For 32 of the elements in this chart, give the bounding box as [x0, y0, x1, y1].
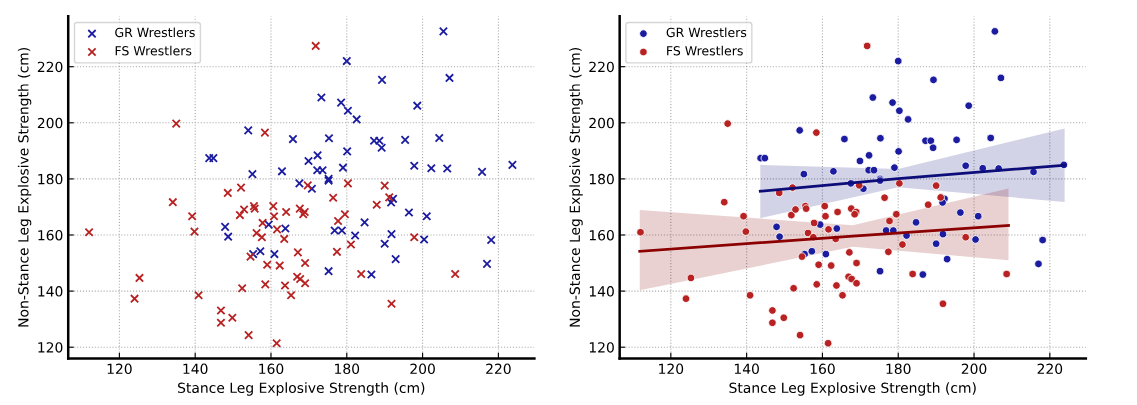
legend-label: FS Wrestlers — [667, 45, 743, 56]
x-tick-label: 220 — [1037, 363, 1063, 375]
y-tick-label: 160 — [38, 229, 63, 241]
x-tick-label: 120 — [107, 363, 132, 375]
x-tick-label: 200 — [410, 363, 435, 375]
x-axis-title: Stance Leg Explosive Strength (cm) — [729, 382, 976, 396]
x-tick-label: 160 — [810, 363, 835, 375]
y-tick-label: 180 — [38, 173, 63, 185]
x-tick-label: 180 — [335, 363, 360, 375]
y-tick-label: 160 — [589, 229, 614, 241]
x-tick-label: 180 — [886, 363, 911, 375]
legend-label: GR Wrestlers — [666, 27, 747, 38]
x-tick-label: 140 — [734, 363, 759, 375]
y-tick-label: 200 — [589, 117, 614, 129]
y-tick-label: 120 — [38, 342, 63, 353]
legend-label: FS Wrestlers — [115, 45, 192, 56]
y-tick-label: 140 — [589, 286, 614, 297]
x-axis-title: Stance Leg Explosive Strength (cm) — [178, 382, 425, 396]
y-tick-label: 220 — [37, 61, 63, 73]
x-tick-label: 120 — [659, 363, 684, 375]
y-axis-title: Non-Stance Leg Explosive Strength (cm) — [17, 47, 32, 327]
y-tick-label: 180 — [589, 173, 614, 185]
y-tick-label: 120 — [589, 342, 614, 353]
y-axis-title: Non-Stance Leg Explosive Strength (cm) — [569, 47, 583, 327]
y-tick-label: 200 — [37, 117, 63, 129]
y-tick-label: 140 — [38, 286, 63, 297]
x-tick-label: 160 — [259, 363, 284, 375]
x-tick-label: 140 — [183, 363, 208, 375]
legend-label: GR Wrestlers — [115, 27, 195, 38]
x-tick-label: 200 — [961, 363, 987, 375]
y-tick-label: 220 — [589, 61, 614, 73]
x-tick-label: 220 — [486, 363, 511, 375]
